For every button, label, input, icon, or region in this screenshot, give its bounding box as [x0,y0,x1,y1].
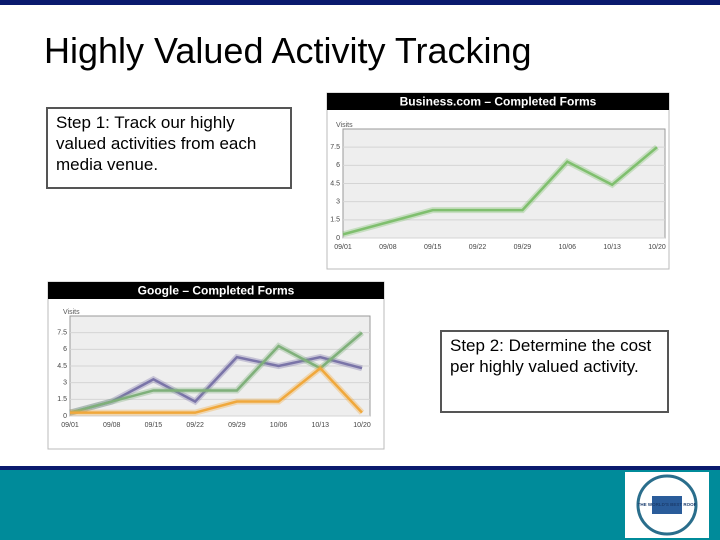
x-tick-label: 09/01 [61,422,79,429]
x-tick-label: 09/29 [514,244,532,251]
y-tick-label: 6 [63,346,67,353]
step-box: Step 2: Determine the cost per highly va… [440,330,669,413]
y-tick-label: 4.5 [57,363,67,370]
x-tick-label: 09/01 [334,244,352,251]
x-tick-label: 10/06 [270,422,288,429]
y-axis-label: Visits [336,122,353,129]
line-series [69,331,363,414]
y-tick-label: 3 [336,199,340,206]
line-series [342,146,658,236]
chart-header [48,282,384,299]
x-tick-label: 09/22 [186,422,204,429]
y-tick-label: 7.5 [57,330,67,337]
y-tick-label: 4.5 [330,180,340,187]
y-tick-label: 7.5 [330,144,340,151]
chart-header [327,93,669,110]
x-tick-label: 10/06 [559,244,577,251]
y-tick-label: 3 [63,380,67,387]
x-tick-label: 09/08 [103,422,121,429]
chart-title: Google – Completed Forms [138,284,295,298]
chart-title: Business.com – Completed Forms [400,95,597,109]
y-axis-label: Visits [63,309,80,316]
line-series [69,355,363,414]
x-tick-label: 09/15 [145,422,163,429]
footer-bar [0,470,720,540]
x-tick-label: 09/15 [424,244,442,251]
y-tick-label: 6 [336,162,340,169]
x-tick-label: 10/13 [603,244,621,251]
y-tick-label: 1.5 [330,217,340,224]
y-tick-label: 0 [63,413,67,420]
bottom-rule [0,466,720,470]
logo-text: THE WORLD'S BEST ROOF [638,502,697,507]
x-tick-label: 09/29 [228,422,246,429]
logo-emblem [652,496,682,514]
top-border [0,0,720,5]
x-tick-label: 10/13 [312,422,330,429]
x-tick-label: 10/20 [648,244,666,251]
x-tick-label: 09/08 [379,244,397,251]
slide-title: Highly Valued Activity Tracking [44,30,532,71]
x-tick-label: 10/20 [353,422,371,429]
y-tick-label: 0 [336,235,340,242]
x-tick-label: 09/22 [469,244,487,251]
line-series [70,366,363,414]
y-tick-label: 1.5 [57,396,67,403]
step-box: Step 1: Track our highly valued activiti… [46,107,292,189]
